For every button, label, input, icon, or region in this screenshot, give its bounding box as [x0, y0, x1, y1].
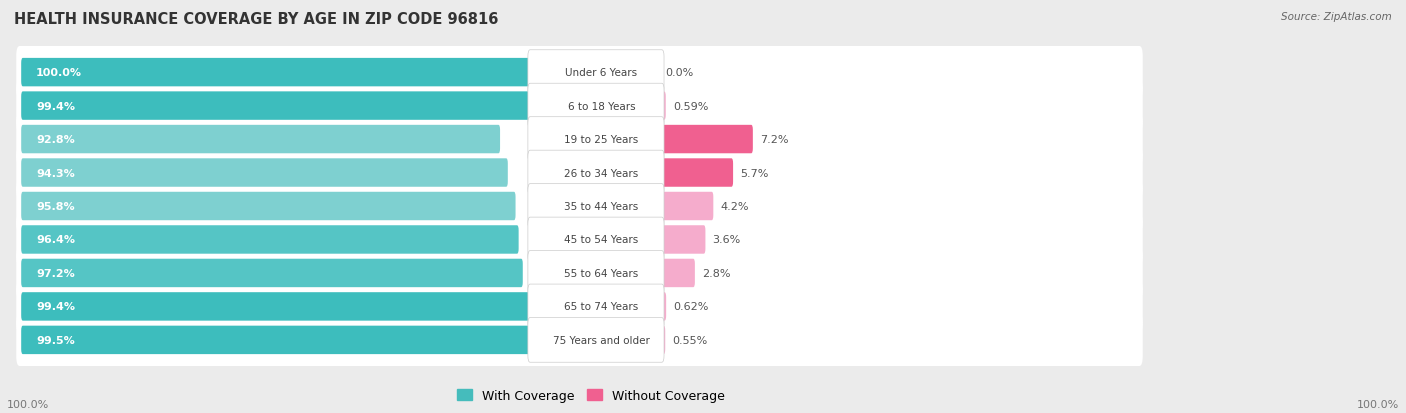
FancyBboxPatch shape [17, 280, 1143, 333]
Text: 2.8%: 2.8% [702, 268, 731, 278]
Text: 4.2%: 4.2% [720, 202, 749, 211]
FancyBboxPatch shape [21, 259, 523, 287]
FancyBboxPatch shape [17, 314, 1143, 366]
FancyBboxPatch shape [527, 84, 664, 128]
FancyBboxPatch shape [527, 151, 664, 195]
Text: 35 to 44 Years: 35 to 44 Years [564, 202, 638, 211]
Text: 92.8%: 92.8% [37, 135, 75, 145]
FancyBboxPatch shape [527, 318, 664, 362]
FancyBboxPatch shape [21, 326, 534, 354]
FancyBboxPatch shape [527, 251, 664, 296]
Text: 75 Years and older: 75 Years and older [553, 335, 650, 345]
FancyBboxPatch shape [655, 326, 665, 354]
Text: 96.4%: 96.4% [37, 235, 75, 245]
FancyBboxPatch shape [21, 292, 534, 321]
FancyBboxPatch shape [655, 126, 752, 154]
Text: 99.4%: 99.4% [37, 301, 75, 312]
FancyBboxPatch shape [21, 92, 534, 121]
FancyBboxPatch shape [17, 47, 1143, 99]
Text: 100.0%: 100.0% [37, 68, 82, 78]
FancyBboxPatch shape [527, 285, 664, 329]
FancyBboxPatch shape [655, 225, 706, 254]
FancyBboxPatch shape [21, 159, 508, 188]
Text: 19 to 25 Years: 19 to 25 Years [564, 135, 638, 145]
Text: 7.2%: 7.2% [761, 135, 789, 145]
FancyBboxPatch shape [655, 292, 666, 321]
FancyBboxPatch shape [17, 247, 1143, 299]
FancyBboxPatch shape [21, 59, 537, 87]
FancyBboxPatch shape [17, 180, 1143, 233]
Text: 0.55%: 0.55% [672, 335, 707, 345]
Text: 97.2%: 97.2% [37, 268, 75, 278]
Text: 0.59%: 0.59% [673, 101, 709, 112]
FancyBboxPatch shape [655, 192, 713, 221]
Text: 55 to 64 Years: 55 to 64 Years [564, 268, 638, 278]
Text: 95.8%: 95.8% [37, 202, 75, 211]
Text: 100.0%: 100.0% [7, 399, 49, 409]
Text: 99.5%: 99.5% [37, 335, 75, 345]
Text: HEALTH INSURANCE COVERAGE BY AGE IN ZIP CODE 96816: HEALTH INSURANCE COVERAGE BY AGE IN ZIP … [14, 12, 499, 27]
FancyBboxPatch shape [17, 214, 1143, 266]
FancyBboxPatch shape [527, 184, 664, 229]
FancyBboxPatch shape [527, 117, 664, 162]
Text: 99.4%: 99.4% [37, 101, 75, 112]
Text: Source: ZipAtlas.com: Source: ZipAtlas.com [1281, 12, 1392, 22]
FancyBboxPatch shape [655, 159, 733, 188]
FancyBboxPatch shape [17, 147, 1143, 199]
FancyBboxPatch shape [17, 80, 1143, 133]
Text: 0.0%: 0.0% [665, 68, 693, 78]
FancyBboxPatch shape [21, 192, 516, 221]
Text: 5.7%: 5.7% [740, 168, 769, 178]
Text: 100.0%: 100.0% [1357, 399, 1399, 409]
Text: 3.6%: 3.6% [713, 235, 741, 245]
FancyBboxPatch shape [527, 51, 664, 95]
FancyBboxPatch shape [655, 92, 666, 121]
Text: 65 to 74 Years: 65 to 74 Years [564, 301, 638, 312]
Text: 45 to 54 Years: 45 to 54 Years [564, 235, 638, 245]
FancyBboxPatch shape [655, 259, 695, 287]
FancyBboxPatch shape [21, 126, 501, 154]
Legend: With Coverage, Without Coverage: With Coverage, Without Coverage [451, 384, 730, 407]
FancyBboxPatch shape [21, 225, 519, 254]
Text: 94.3%: 94.3% [37, 168, 75, 178]
Text: 6 to 18 Years: 6 to 18 Years [568, 101, 636, 112]
Text: 26 to 34 Years: 26 to 34 Years [564, 168, 638, 178]
FancyBboxPatch shape [17, 114, 1143, 166]
FancyBboxPatch shape [527, 218, 664, 262]
Text: Under 6 Years: Under 6 Years [565, 68, 637, 78]
Text: 0.62%: 0.62% [673, 301, 709, 312]
